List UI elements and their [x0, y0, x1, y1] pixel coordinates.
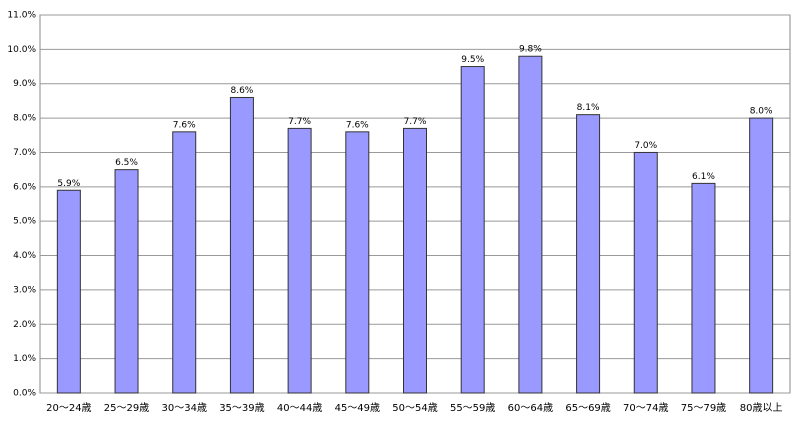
value-label: 9.8%: [519, 45, 542, 55]
value-label: 7.7%: [404, 117, 427, 127]
value-label: 5.9%: [57, 179, 80, 189]
y-tick-label: 8.0%: [13, 114, 36, 124]
bar: [287, 127, 312, 394]
bar: [691, 182, 716, 394]
value-label: 7.0%: [634, 141, 657, 151]
bar: [460, 66, 485, 394]
y-tick-label: 5.0%: [13, 217, 36, 227]
bar: [172, 131, 197, 394]
y-tick-label: 7.0%: [13, 148, 36, 158]
x-tick-label: 65～69歳: [565, 402, 610, 414]
x-tick-label: 30～34歳: [162, 402, 207, 414]
bar: [56, 189, 81, 394]
value-label: 6.1%: [692, 172, 715, 182]
y-tick-label: 3.0%: [13, 285, 36, 295]
value-label: 9.5%: [461, 55, 484, 65]
bar: [749, 117, 774, 394]
x-tick-label: 50～54歳: [392, 402, 437, 414]
x-tick-label: 40～44歳: [277, 402, 322, 414]
x-tick-label: 25～29歳: [104, 402, 149, 414]
y-tick-label: 6.0%: [13, 182, 36, 192]
bar: [403, 127, 427, 394]
value-label: 7.7%: [288, 117, 311, 127]
x-tick-label: 45～49歳: [335, 402, 380, 414]
bar: [633, 151, 658, 394]
y-tick-label: 11.0%: [7, 11, 36, 21]
bar: [114, 169, 139, 394]
bar: [576, 114, 601, 394]
x-tick-label: 55～59歳: [450, 402, 495, 414]
value-label: 6.5%: [115, 158, 138, 168]
value-label: 7.6%: [173, 120, 196, 130]
x-tick-label: 20～24歳: [46, 402, 91, 414]
x-tick-label: 60～64歳: [508, 402, 553, 414]
y-tick-label: 2.0%: [13, 320, 36, 330]
y-tick-label: 0.0%: [13, 389, 36, 399]
value-label: 8.1%: [577, 103, 600, 113]
y-tick-label: 1.0%: [13, 354, 36, 364]
value-label: 8.0%: [750, 107, 773, 117]
x-tick-label: 70～74歳: [623, 402, 668, 414]
y-tick-label: 9.0%: [13, 79, 36, 89]
bar: [345, 131, 370, 394]
x-tick-label: 75～79歳: [681, 402, 726, 414]
value-label: 8.6%: [230, 86, 253, 96]
x-tick-label: 80歳以上: [740, 402, 783, 414]
bar: [518, 55, 543, 394]
bar: [229, 96, 254, 394]
value-label: 7.6%: [346, 120, 369, 130]
y-tick-label: 4.0%: [13, 251, 36, 261]
y-tick-label: 10.0%: [7, 45, 36, 55]
x-tick-label: 35～39歳: [219, 402, 264, 414]
